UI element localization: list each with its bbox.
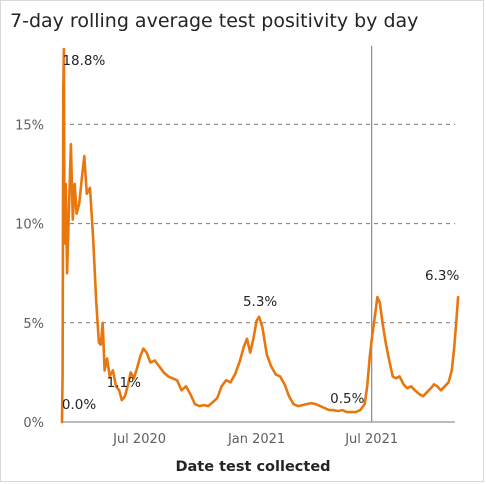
data-label: 5.3%	[243, 294, 277, 310]
chart-title: 7-day rolling average test positivity by…	[10, 10, 419, 32]
data-label: 0.5%	[330, 391, 364, 407]
y-tick-label: 15%	[15, 118, 44, 133]
x-tick-label: Jan 2021	[227, 432, 285, 447]
data-label: 6.3%	[425, 268, 459, 284]
data-label: 1.1%	[107, 375, 141, 391]
x-tick-label: Jul 2020	[112, 432, 166, 447]
series-line	[60, 47, 460, 424]
y-tick-label: 10%	[15, 218, 44, 233]
y-tick-label: 5%	[23, 317, 44, 332]
y-tick-label: 0%	[23, 416, 44, 431]
x-axis-title: Date test collected	[175, 459, 330, 475]
x-tick-label: Jul 2021	[344, 432, 398, 447]
data-label: 0.0%	[62, 397, 96, 413]
data-label: 18.8%	[62, 53, 105, 69]
